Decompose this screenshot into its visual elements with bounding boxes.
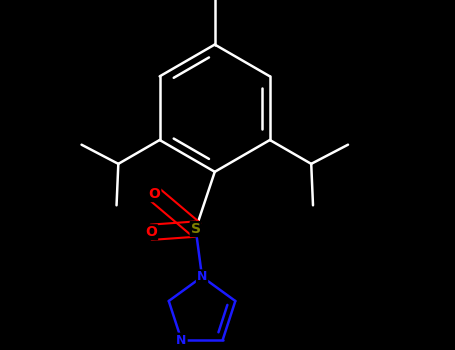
Text: S: S xyxy=(191,222,201,236)
Text: N: N xyxy=(197,270,207,283)
Text: O: O xyxy=(145,225,157,239)
Text: O: O xyxy=(148,187,160,201)
Text: N: N xyxy=(176,334,187,346)
